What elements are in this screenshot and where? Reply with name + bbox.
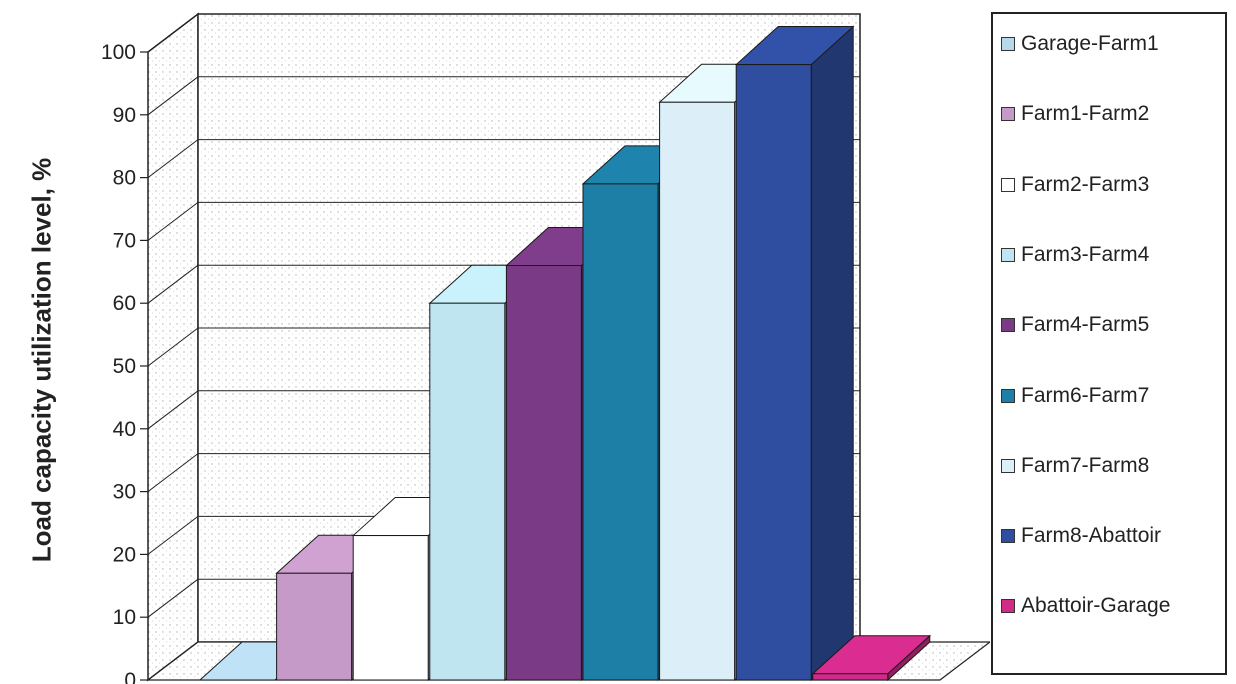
legend-label: Farm8-Abattoir xyxy=(1021,524,1162,548)
bar xyxy=(811,634,932,682)
y-tick-label: 20 xyxy=(113,543,136,566)
y-tick-label: 90 xyxy=(113,104,136,127)
legend-swatch xyxy=(1001,247,1015,262)
legend-item: Farm8-Abattoir xyxy=(1001,524,1161,548)
bar xyxy=(734,25,855,682)
gridline-side xyxy=(147,76,199,116)
y-tick-label: 0 xyxy=(124,669,136,684)
y-tick-labels: 0 10 20 30 40 50 60 70 80 90 100 xyxy=(101,41,136,684)
bar-front xyxy=(735,64,812,681)
legend-swatch xyxy=(1001,458,1015,473)
legend-item: Farm3-Farm4 xyxy=(1001,243,1149,267)
gridline-side xyxy=(147,516,199,555)
chart-legend: Garage-Farm1 Farm1-Farm2 Farm2-Farm3 Farm3-… xyxy=(991,12,1227,675)
bar-front xyxy=(812,673,889,681)
gridline-side xyxy=(147,139,199,178)
chart-plot: 0 10 20 30 40 50 60 70 80 90 100 xyxy=(101,12,990,684)
legend-item: Farm6-Farm7 xyxy=(1001,384,1149,408)
gridline-side xyxy=(147,641,199,681)
bar-front xyxy=(582,183,659,681)
legend-item: Farm4-Farm5 xyxy=(1001,313,1149,337)
legend-item: Farm1-Farm2 xyxy=(1001,102,1149,126)
chart-bars xyxy=(198,25,932,682)
gridline-side xyxy=(147,13,199,53)
legend-swatch xyxy=(1001,107,1015,122)
bar-side xyxy=(810,25,854,682)
legend-swatch xyxy=(1001,318,1015,333)
legend-swatch xyxy=(1001,529,1015,544)
y-tick-label: 80 xyxy=(113,167,136,190)
y-tick-label: 30 xyxy=(113,481,136,504)
legend-swatch xyxy=(1001,388,1015,403)
legend-item: Garage-Farm1 xyxy=(1001,32,1159,56)
legend-label: Farm6-Farm7 xyxy=(1021,383,1150,407)
y-axis-label: Load capacity utilization level, % xyxy=(26,157,57,563)
y-tick-label: 60 xyxy=(113,292,136,315)
legend-swatch xyxy=(1001,37,1015,51)
bar-front xyxy=(505,265,582,681)
legend-swatch xyxy=(1001,599,1015,614)
legend-label: Garage-Farm1 xyxy=(1021,32,1159,55)
bar-front xyxy=(276,572,353,681)
legend-label: Farm3-Farm4 xyxy=(1021,242,1150,266)
gridline-side xyxy=(147,578,199,618)
legend-swatch xyxy=(1001,177,1015,192)
gridline-side xyxy=(147,202,199,241)
legend-label: Abattoir-Garage xyxy=(1021,594,1171,618)
gridline-side xyxy=(147,390,199,430)
gridline-side xyxy=(147,327,199,367)
y-tick-label: 10 xyxy=(113,606,136,629)
legend-item: Abattoir-Garage xyxy=(1001,594,1170,618)
legend-label: Farm2-Farm3 xyxy=(1021,172,1150,196)
bar-front xyxy=(429,302,506,681)
gridline-side xyxy=(147,264,199,304)
y-tick-label: 40 xyxy=(113,418,136,441)
legend-label: Farm1-Farm2 xyxy=(1021,102,1150,126)
legend-label: Farm7-Farm8 xyxy=(1021,453,1150,477)
y-tick-label: 100 xyxy=(101,41,136,64)
legend-item: Farm2-Farm3 xyxy=(1001,173,1149,197)
legend-label: Farm4-Farm5 xyxy=(1021,313,1150,337)
bar-front xyxy=(659,101,736,681)
y-tick-label: 50 xyxy=(113,355,136,378)
y-tick-label: 70 xyxy=(113,229,136,252)
gridline-side xyxy=(147,453,199,492)
legend-item: Farm7-Farm8 xyxy=(1001,454,1149,478)
bar-front xyxy=(352,535,429,681)
